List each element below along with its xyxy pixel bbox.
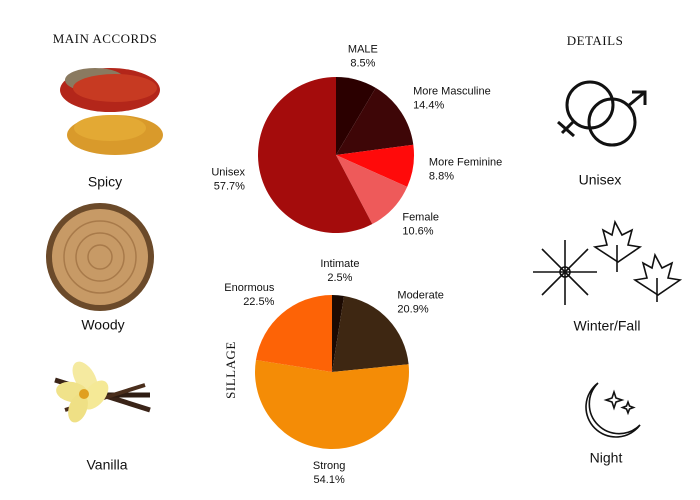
slice-label: Moderate — [397, 290, 443, 302]
accord-label: Woody — [81, 317, 124, 333]
night-icon — [585, 382, 641, 438]
slice-value: 14.4% — [413, 100, 444, 112]
accords-title: MAIN ACCORDS — [53, 31, 158, 46]
chart-title: SILLAGE — [223, 341, 238, 399]
detail-label: Winter/Fall — [574, 318, 641, 334]
pie-slice — [336, 155, 408, 225]
pie-slice — [332, 295, 345, 372]
pie-slice — [254, 359, 409, 450]
woody-image — [46, 203, 154, 311]
slice-value: 8.8% — [429, 171, 454, 183]
pie-slice — [258, 77, 373, 233]
gender-icon — [557, 80, 647, 147]
slice-value: 20.9% — [397, 304, 428, 316]
details-title: DETAILS — [567, 33, 624, 48]
vanilla-image — [54, 361, 151, 423]
slice-label: More Masculine — [413, 86, 491, 98]
slice-value: 8.5% — [350, 58, 375, 70]
accord-label: Spicy — [88, 174, 122, 190]
slice-value: 54.1% — [314, 474, 345, 486]
slice-label: Enormous — [224, 282, 275, 294]
slice-label: Strong — [313, 460, 345, 472]
pie-slice — [332, 295, 409, 372]
pie-slice — [336, 77, 376, 155]
slice-value: 2.5% — [327, 272, 352, 284]
slice-label: Intimate — [320, 258, 359, 270]
slice-label: More Feminine — [429, 157, 502, 169]
slice-label: Unisex — [211, 166, 245, 178]
pie-slice — [336, 87, 414, 155]
slice-value: 22.5% — [243, 296, 274, 308]
slice-value: 57.7% — [214, 180, 245, 192]
detail-label: Unisex — [579, 172, 622, 188]
pie-slice — [255, 295, 332, 372]
season-icon — [533, 219, 683, 305]
pie-slice — [336, 144, 414, 187]
slice-label: MALE — [348, 44, 378, 56]
detail-label: Night — [590, 450, 623, 466]
accord-label: Vanilla — [87, 457, 128, 473]
slice-label: Female — [402, 212, 439, 224]
spicy-image — [60, 68, 163, 155]
slice-value: 10.6% — [402, 226, 433, 238]
